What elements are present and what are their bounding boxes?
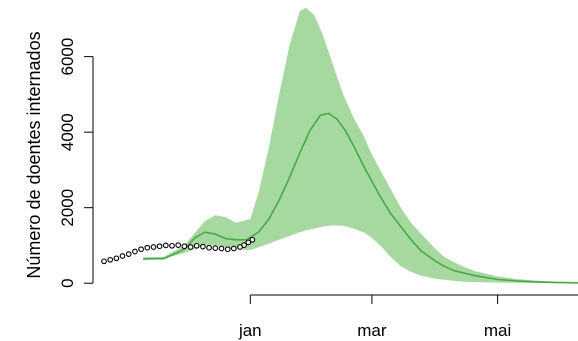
x-axis: jan mar mai — [238, 294, 578, 340]
observed-point — [138, 246, 144, 253]
y-tick-label: 2000 — [58, 189, 77, 227]
observed-point — [245, 239, 252, 246]
median-line — [143, 112, 578, 284]
observed-point — [212, 245, 219, 251]
observed-point — [218, 245, 225, 252]
y-tick-label: 0 — [58, 278, 77, 287]
observed-point — [169, 242, 175, 249]
observed-point — [125, 251, 132, 257]
observed-point — [101, 258, 107, 265]
band-layer — [143, 7, 578, 284]
observed-point — [187, 244, 194, 250]
observed-point — [132, 248, 138, 255]
observed-point — [206, 244, 212, 251]
observed-point — [144, 244, 151, 251]
observed-point — [224, 246, 231, 253]
observed-point — [162, 242, 169, 249]
observed-point — [175, 242, 182, 248]
x-tick-label: mai — [484, 321, 511, 340]
observed-point — [200, 243, 206, 250]
observed-point — [249, 236, 256, 243]
y-axis-title: Número de doentes internados — [24, 31, 44, 278]
observed-point — [107, 256, 114, 263]
observed-point — [241, 242, 247, 248]
observed-point — [193, 242, 200, 249]
observed-point — [230, 245, 237, 252]
points-layer — [101, 236, 256, 265]
x-tick-label: mar — [357, 321, 387, 340]
y-axis: 0 2000 4000 6000 — [58, 38, 94, 288]
uncertainty-band — [143, 7, 578, 284]
observed-point — [181, 243, 188, 250]
y-tick-label: 6000 — [58, 38, 77, 76]
x-tick-label: jan — [238, 321, 262, 340]
y-tick-label: 4000 — [58, 113, 77, 151]
observed-point — [113, 255, 120, 262]
observed-point — [119, 253, 126, 259]
observed-point — [156, 243, 163, 250]
median-layer — [143, 112, 578, 284]
observed-point — [150, 244, 157, 250]
